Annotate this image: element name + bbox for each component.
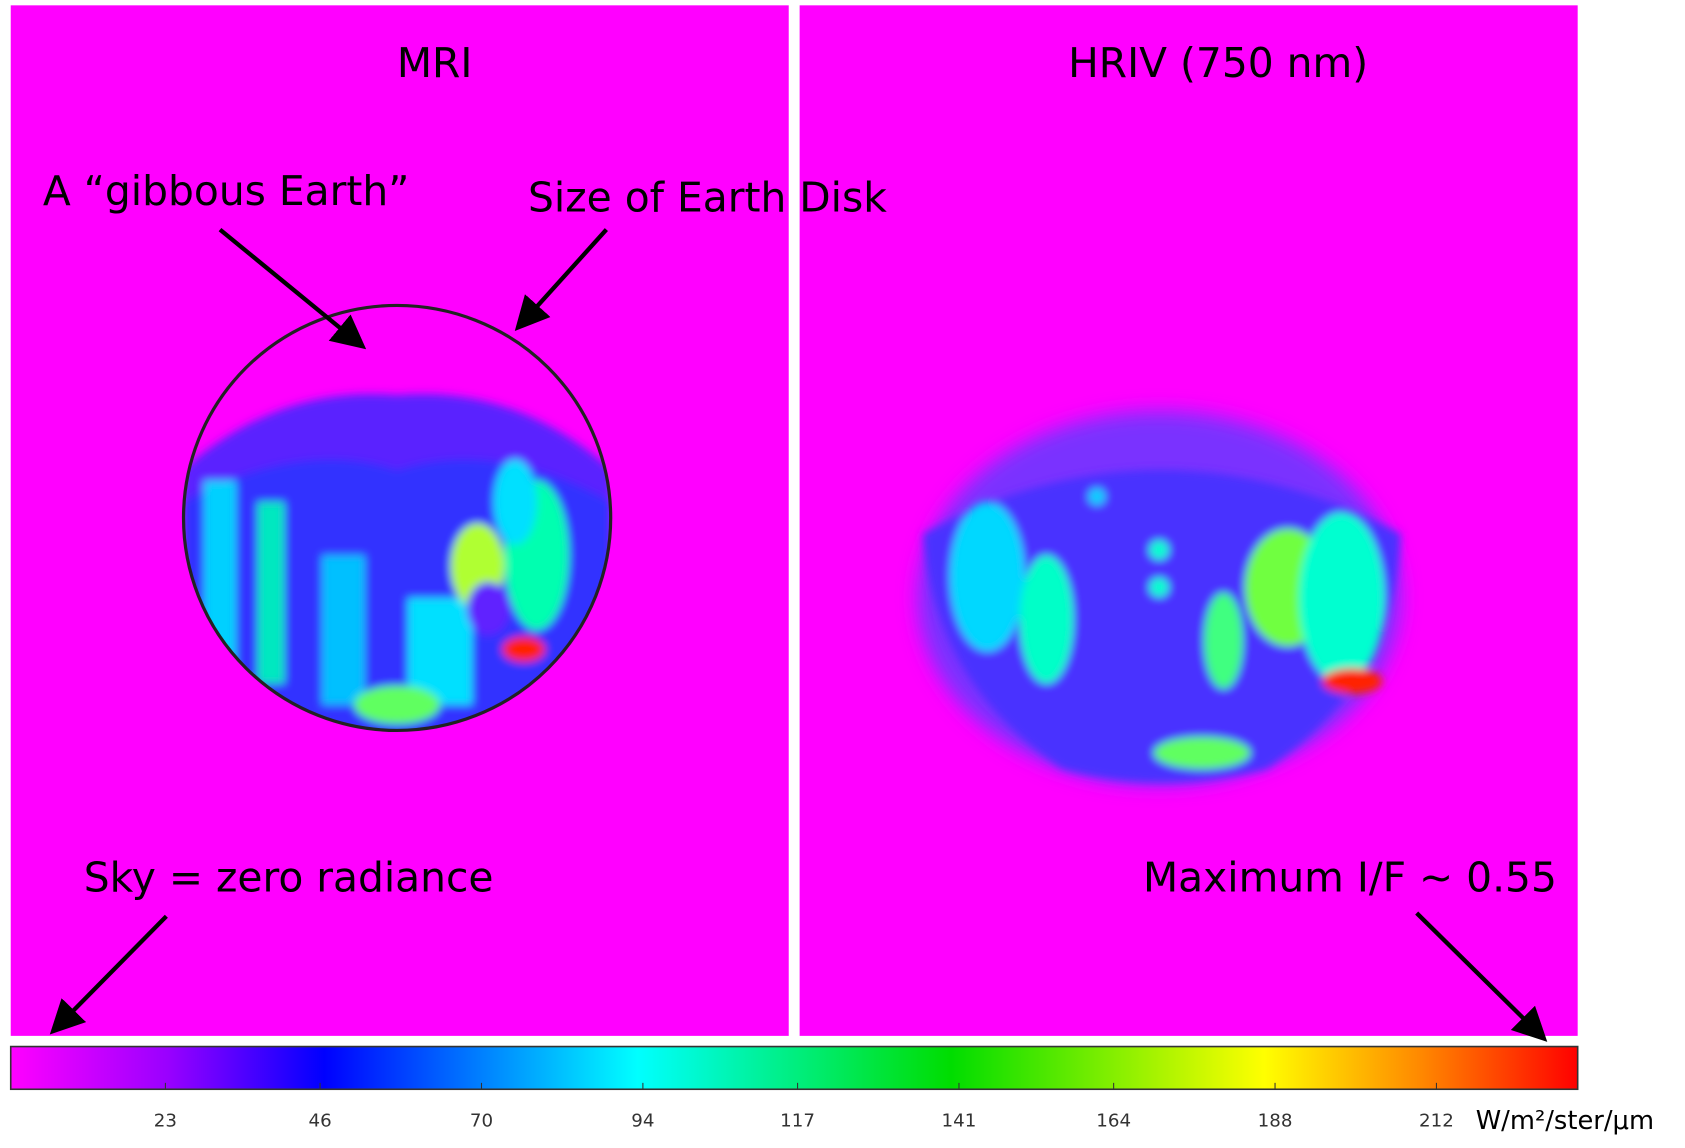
annotation: A “gibbous Earth”: [43, 167, 409, 215]
panel-title: MRI: [397, 39, 473, 87]
hriv-earth: [918, 411, 1401, 785]
colorbar-tick-label: 46: [308, 1110, 331, 1131]
divider: [789, 5, 800, 1036]
colorbar-tick-label: 212: [1419, 1110, 1454, 1131]
panel-title: HRIV (750 nm): [1068, 39, 1368, 87]
annotation: Sky = zero radiance: [84, 854, 494, 902]
colorbar-unit: W/m²/ster/μm: [1476, 1106, 1654, 1136]
colorbar-tick-label: 23: [154, 1110, 177, 1131]
colorbar: [11, 1047, 1578, 1090]
colorbar-tick-label: 141: [942, 1110, 977, 1131]
annotation: Size of Earth Disk: [528, 174, 887, 222]
colorbar-tick-label: 164: [1096, 1110, 1131, 1131]
colorbar-tick-label: 117: [780, 1110, 815, 1131]
figure: MRI HRIV (750 nm) A “gibbous Earth” Size…: [0, 0, 1685, 1148]
colorbar-tick-label: 94: [631, 1110, 654, 1131]
colorbar-tick-label: 188: [1258, 1110, 1293, 1131]
colorbar-tick-label: 70: [470, 1110, 493, 1131]
page: {"panels":[{"title":"MRI"},{"title":"HRI…: [0, 0, 1685, 1148]
annotation: Maximum I/F ~ 0.55: [1143, 854, 1557, 902]
